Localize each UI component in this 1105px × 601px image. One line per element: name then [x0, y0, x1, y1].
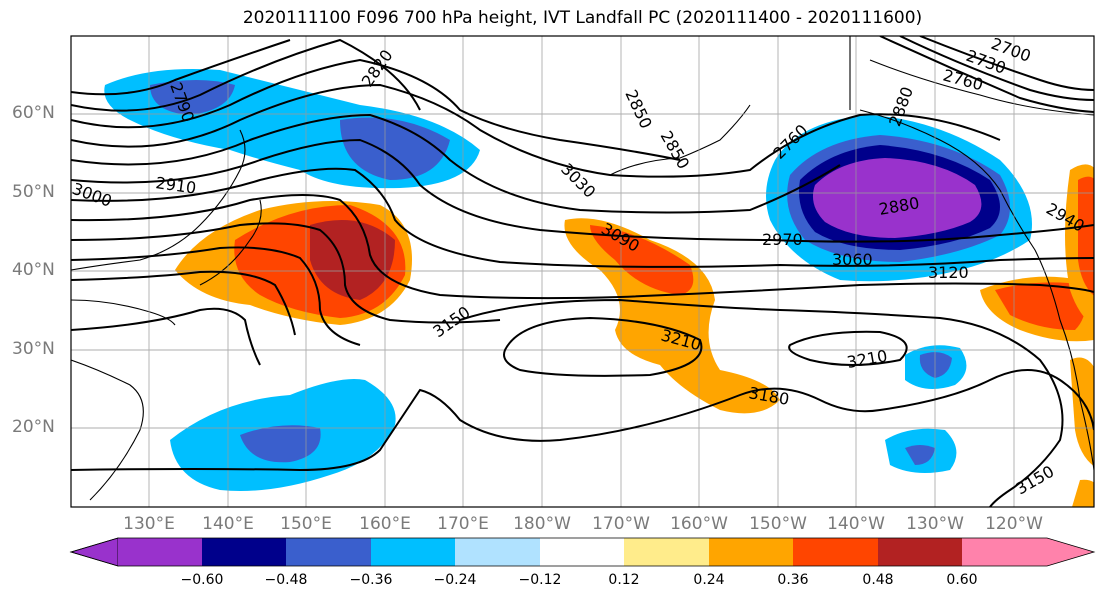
contour-label: 2850	[621, 87, 655, 132]
colorbar-tick: 0.48	[862, 572, 894, 588]
coastlines	[71, 36, 1094, 501]
lon-label: 170°E	[437, 514, 489, 534]
lon-label: 130°W	[906, 514, 964, 534]
lon-label: 130°E	[123, 514, 175, 534]
colorbar-tick: 0.36	[777, 572, 809, 588]
colorbar-segment	[455, 538, 540, 566]
positive-region-central	[564, 218, 780, 414]
lon-label: 140°W	[827, 514, 885, 534]
contour-label: 3030	[557, 159, 599, 201]
lon-label: 150°E	[280, 514, 332, 534]
gridlines	[71, 36, 1094, 507]
contour-label: 3120	[928, 263, 969, 282]
colorbar-segment	[540, 538, 624, 566]
colorbar-tick: 0.60	[946, 572, 978, 588]
colorbar-tick: −0.24	[433, 572, 477, 588]
lon-label: 160°E	[359, 514, 411, 534]
colorbar-segment	[793, 538, 878, 566]
colorbar-outline	[69, 537, 1096, 567]
colorbar-tick: 0.12	[608, 572, 640, 588]
colorbar-arrow-right	[962, 538, 1094, 566]
lat-label: 20°N	[12, 417, 55, 437]
contour-label: 3060	[832, 250, 873, 269]
colorbar	[69, 537, 1096, 567]
lat-label: 50°N	[12, 182, 55, 202]
colorbar-segment	[878, 538, 962, 566]
colorbar-arrow-left	[69, 537, 119, 567]
height-contours	[71, 36, 1094, 507]
colorbar-tick: −0.36	[349, 572, 393, 588]
contour-label: 2850	[657, 128, 694, 173]
colorbar-segment	[624, 538, 709, 566]
map-title: 2020111100 F096 700 hPa height, IVT Land…	[242, 8, 923, 28]
colorbar-tick: −0.12	[518, 572, 562, 588]
colorbar-segment	[286, 538, 371, 566]
colorbar-tick: −0.48	[264, 572, 308, 588]
colorbar-segment	[118, 538, 202, 566]
map-frame	[70, 35, 1095, 508]
lat-label: 60°N	[12, 103, 55, 123]
lat-label: 40°N	[12, 260, 55, 280]
lon-label: 180°W	[513, 514, 571, 534]
contour-label: 3000	[70, 179, 115, 211]
shading-layer	[104, 69, 1094, 507]
lon-label: 140°E	[202, 514, 254, 534]
contour-label: 3150	[1013, 462, 1058, 499]
lon-label: 150°W	[749, 514, 807, 534]
lon-label: 120°W	[985, 514, 1043, 534]
colorbar-segment	[202, 538, 286, 566]
colorbar-segment	[371, 538, 455, 566]
lat-label: 30°N	[12, 339, 55, 359]
colorbar-tick: 0.24	[693, 572, 725, 588]
contour-label: 3150	[429, 302, 473, 341]
lon-label: 170°W	[592, 514, 650, 534]
lon-label: 160°W	[670, 514, 728, 534]
colorbar-tick: −0.60	[180, 572, 224, 588]
contour-label: 2970	[762, 230, 803, 249]
colorbar-segment	[709, 538, 793, 566]
